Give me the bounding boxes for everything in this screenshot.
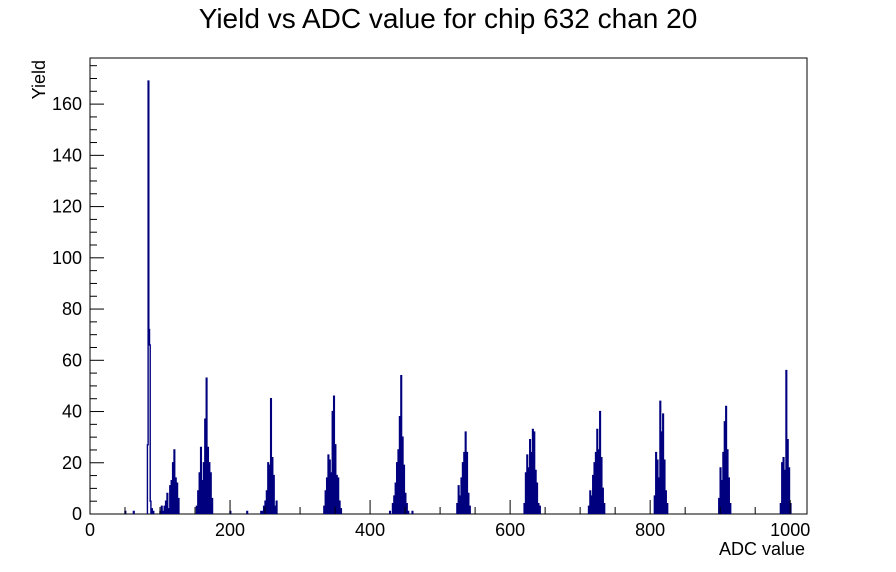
histogram-peak-9 <box>653 400 669 514</box>
y-tick-label: 0 <box>72 504 82 524</box>
y-tick-label: 40 <box>62 402 82 422</box>
x-tick-label: 600 <box>495 520 525 540</box>
y-axis-title: Yield <box>29 60 49 99</box>
y-tick-label: 120 <box>52 197 82 217</box>
histogram-peak-4 <box>323 395 343 514</box>
x-tick-label: 800 <box>635 520 665 540</box>
histogram-peak-10 <box>718 405 732 514</box>
x-tick-label: 400 <box>355 520 385 540</box>
histogram-bars <box>124 80 792 514</box>
y-tick-label: 140 <box>52 145 82 165</box>
x-tick-label: 1000 <box>770 520 810 540</box>
histogram-peak-0 <box>124 80 166 514</box>
y-tick-label: 100 <box>52 248 82 268</box>
histogram-peak-7 <box>523 428 541 514</box>
histogram-peak-2 <box>195 377 214 514</box>
histogram-peak-11 <box>779 369 792 514</box>
x-tick-label: 0 <box>85 520 95 540</box>
axes: 0 200 400 600 800 1000 0 20 40 60 80 100 120 140 160 <box>52 65 810 540</box>
x-axis-title: ADC value <box>719 539 805 559</box>
y-tick-label: 60 <box>62 350 82 370</box>
histogram-peak-1 <box>164 449 180 514</box>
histogram-peak-5 <box>388 374 414 514</box>
y-tick-label: 20 <box>62 453 82 473</box>
plot-frame <box>89 57 808 515</box>
y-tick-label: 80 <box>62 299 82 319</box>
histogram-peak-3 <box>229 398 278 514</box>
y-tick-label: 160 <box>52 94 82 114</box>
histogram-peak-8 <box>587 410 606 514</box>
chart-title: Yield vs ADC value for chip 632 chan 20 <box>199 3 698 34</box>
histogram-peak-6 <box>456 431 471 514</box>
x-tick-label: 200 <box>215 520 245 540</box>
